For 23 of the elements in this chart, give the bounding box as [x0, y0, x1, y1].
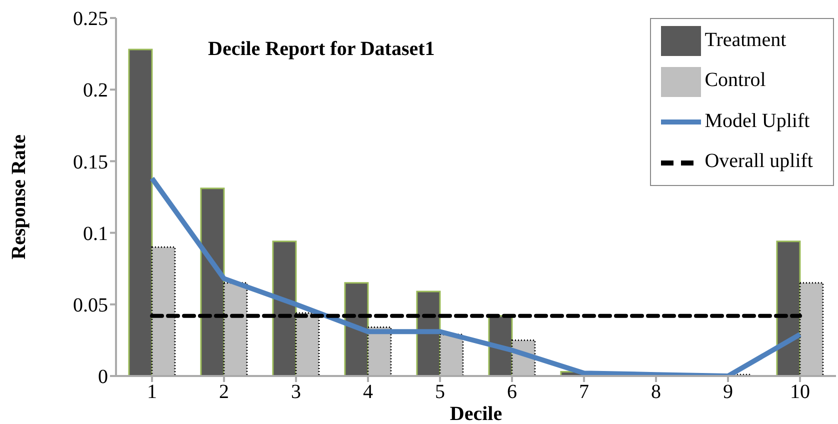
y-tick-label: 0.05 — [73, 294, 108, 316]
legend-label: Treatment — [704, 29, 786, 51]
x-tick-label: 2 — [219, 381, 229, 404]
x-tick-label: 4 — [363, 381, 373, 404]
legend-label: Control — [704, 69, 766, 92]
x-tick-label: 3 — [291, 381, 301, 404]
y-tick-label: 0.15 — [73, 151, 108, 174]
legend-label: Model Uplift — [704, 110, 810, 132]
y-axis-title: Response Rate — [8, 134, 30, 260]
legend-label: Overall uplift — [704, 150, 813, 172]
x-tick-label: 10 — [790, 381, 810, 404]
x-tick-label: 6 — [507, 381, 517, 404]
text: Decile Report for Dataset1 — [208, 38, 435, 61]
y-tick-label: 0 — [98, 366, 108, 388]
x-tick-label: 9 — [723, 381, 733, 404]
x-tick-label: 7 — [579, 381, 589, 404]
x-tick-label: 1 — [147, 381, 157, 404]
x-tick-label: 8 — [651, 381, 661, 404]
x-axis-title: Decile — [450, 403, 502, 424]
x-tick-label: 5 — [435, 381, 445, 404]
y-tick-label: 0.1 — [83, 222, 108, 245]
y-tick-label: 0.2 — [83, 80, 108, 102]
y-tick-label: 0.25 — [73, 8, 108, 30]
